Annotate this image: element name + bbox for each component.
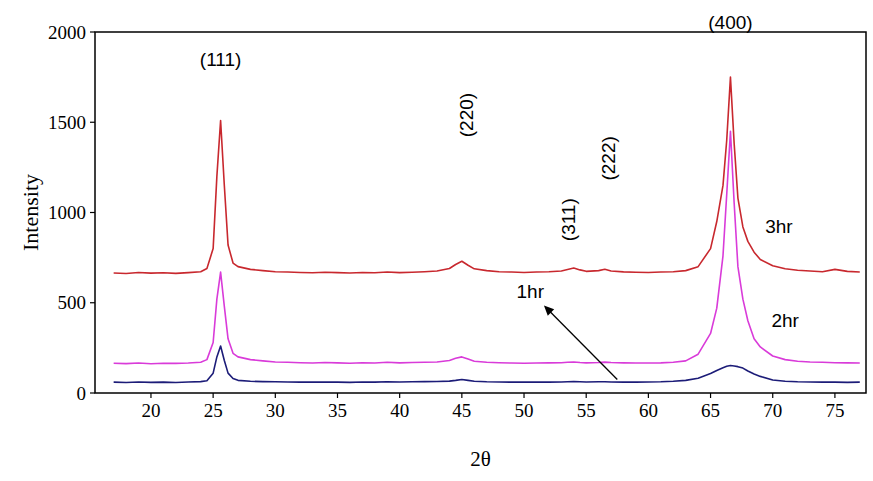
y-tick [90,122,95,123]
peak-label: (111) [200,49,242,70]
chart: 0 500 1000 1500 2000 20 25 30 35 40 45 50 55 60 65 70 75… [0,0,873,481]
x-tick-label: 70 [763,400,782,421]
x-tick-label: 25 [204,400,223,421]
x-tick [586,393,587,398]
arrow-head [544,305,554,315]
series-line [114,77,860,273]
plot-frame [95,32,866,393]
series-label: 1hr [517,281,545,302]
y-tick-label: 1500 [48,112,86,133]
x-tick-label: 50 [515,400,534,421]
x-tick-label: 75 [825,400,844,421]
y-tick [90,392,95,393]
x-tick [275,393,276,398]
series-group [114,77,860,382]
x-tick [461,393,462,398]
y-tick [90,212,95,213]
y-tick [90,302,95,303]
x-tick [834,393,835,398]
peak-label: (222) [598,136,619,180]
x-tick [213,393,214,398]
arrow-line [548,310,617,380]
x-tick [710,393,711,398]
x-tick-label: 20 [141,400,160,421]
x-tick [399,393,400,398]
x-tick-label: 45 [452,400,471,421]
y-tick-label: 500 [58,292,87,313]
y-axis-title: Intensity [18,174,43,251]
y-tick [90,31,95,32]
series-label: 3hr [765,216,793,237]
y-tick-label: 2000 [48,22,86,43]
series-label: 2hr [771,310,799,331]
x-tick-label: 55 [577,400,596,421]
peak-label: (311) [558,198,579,241]
y-tick-label: 0 [77,383,87,404]
x-tick [648,393,649,398]
x-tick-label: 35 [328,400,347,421]
x-tick-label: 60 [639,400,658,421]
series-line [114,131,860,363]
peak-label: (400) [708,12,752,33]
peak-label: (220) [456,93,477,137]
x-tick [523,393,524,398]
y-tick-label: 1000 [48,202,86,223]
x-axis-title: 2θ [470,447,491,471]
x-tick-label: 30 [266,400,285,421]
x-tick-label: 65 [701,400,720,421]
x-tick [772,393,773,398]
x-tick-label: 40 [390,400,409,421]
x-tick [150,393,151,398]
series-line [114,346,860,382]
x-tick [337,393,338,398]
